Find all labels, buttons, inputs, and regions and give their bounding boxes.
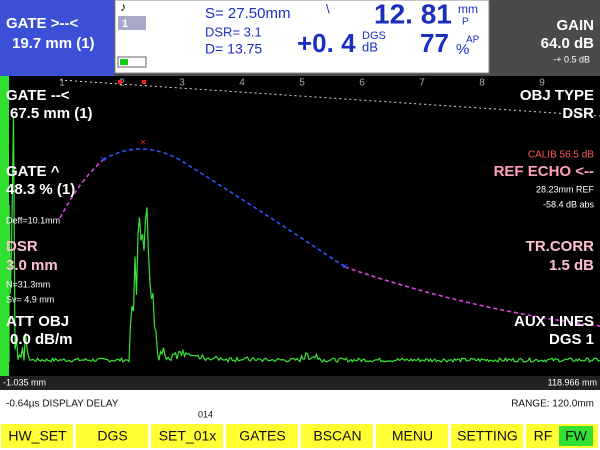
gate-marker [118,80,122,84]
left-value: 0.0 dB/m [10,331,73,348]
db-value: +0. 4 [297,28,356,58]
channel: 1 [122,18,128,30]
left-small: N=31.3mm [6,279,50,289]
left-value: 3.0 mm [6,257,58,274]
axis-end: 118.966 mm [548,377,597,387]
right-small: 28.23mm REF [536,184,595,194]
amp-unit: % [456,41,469,58]
gate-label: GATE >--< [6,15,78,32]
softkey[interactable] [151,424,223,448]
d-value: D= 13.75 [205,41,262,57]
gain-value: 64.0 dB [541,35,595,52]
softkey-option[interactable] [559,426,593,446]
right-label: OBJ TYPE [520,87,594,104]
softkey-label[interactable]: BSCAN [313,428,361,444]
status-box [114,0,490,74]
softkey-label[interactable]: MENU [392,428,433,444]
initial-pulse [0,76,9,376]
battery [117,56,147,68]
display-delay: -0.64µs DISPLAY DELAY [6,399,119,410]
softkey[interactable] [301,424,373,448]
battery-level [120,59,128,65]
scale: 1 2 3 4 5 6 7 8 9 [59,78,545,89]
scale-label: 6 [359,78,365,89]
db-top: DGS [362,30,386,42]
right-value: DSR [562,105,594,122]
softkey-label[interactable]: GATES [239,428,285,444]
scale-label: 7 [419,78,425,89]
gain-label: GAIN [557,17,595,34]
depth-value: 12. 81 [374,0,452,29]
dgs-curve [59,159,104,219]
range: RANGE: 120.0mm [511,399,594,410]
softkey-label[interactable]: SETTING [457,428,518,444]
gate-box [0,0,114,76]
scale-label: 1 [59,78,65,89]
right-label: AUX LINES [514,313,594,330]
scale-label: 3 [179,78,185,89]
gate-marker [142,80,146,84]
softkey[interactable] [226,424,298,448]
right-label: TR.CORR [526,238,594,255]
left-label: GATE ^ [6,163,60,180]
amp-sub: AP [466,35,480,46]
right-small: -58.4 dB abs [543,199,595,209]
peak-marker: × [140,138,146,149]
dgs-marker: × [100,155,106,166]
softkeys: HW_SET DGS SET_01x GATES BSCAN MENU SETTING RF F… [1,424,598,448]
softkey-label[interactable]: SET_01x [159,428,217,444]
scale-label: 2 [119,78,125,89]
sound-icon: ♪ [120,0,126,14]
left-label: ATT OBJ [6,313,69,330]
left-value: 67.5 mm (1) [10,105,93,122]
axis-strip [0,376,600,390]
left-small: Sv= 4.9 mm [6,294,54,304]
scale-label: 9 [539,78,545,89]
gain-step: -+ 0.5 dB [553,54,590,64]
axis-start: -1.035 mm [3,377,46,387]
softkey-option-label[interactable]: FW [565,428,588,444]
left-small: Deff=10.1mm [6,215,60,225]
db-unit: dB [362,39,378,54]
depth-sub: P [462,17,469,28]
softkey[interactable] [76,424,148,448]
gate-line [59,79,600,117]
dgs-curve [102,148,346,268]
left-value: 48.3 % (1) [6,181,75,198]
scale-label: 4 [239,78,245,89]
dgs-marker: × [342,262,348,273]
softkey-label[interactable]: DGS [97,428,127,444]
dsr-value: DSR= 3.1 [205,24,262,39]
right-value: 1.5 dB [549,257,594,274]
softkey-label[interactable]: RF [534,428,553,444]
depth-unit: mm [458,2,478,16]
left-label: GATE --< [6,87,70,104]
waveform [8,115,600,364]
scale-label: 5 [299,78,305,89]
gate-value: 19.7 mm (1) [12,35,95,52]
softkey[interactable] [376,424,448,448]
s-value: S= 27.50mm [205,5,290,22]
right-small: CALIB 56.5 dB [528,150,594,161]
right-value: DGS 1 [549,331,594,348]
page: 014 [198,409,213,419]
scale-label: 8 [479,78,485,89]
left-label: DSR [6,238,38,255]
softkey[interactable] [451,424,523,448]
channel-box [118,16,146,30]
amp-value: 77 [420,28,449,58]
right-label: REF ECHO <-- [494,163,594,180]
softkey-label[interactable]: HW_SET [8,428,67,444]
mark: \ [326,1,330,16]
softkey[interactable] [1,424,73,448]
ascan [0,76,600,376]
